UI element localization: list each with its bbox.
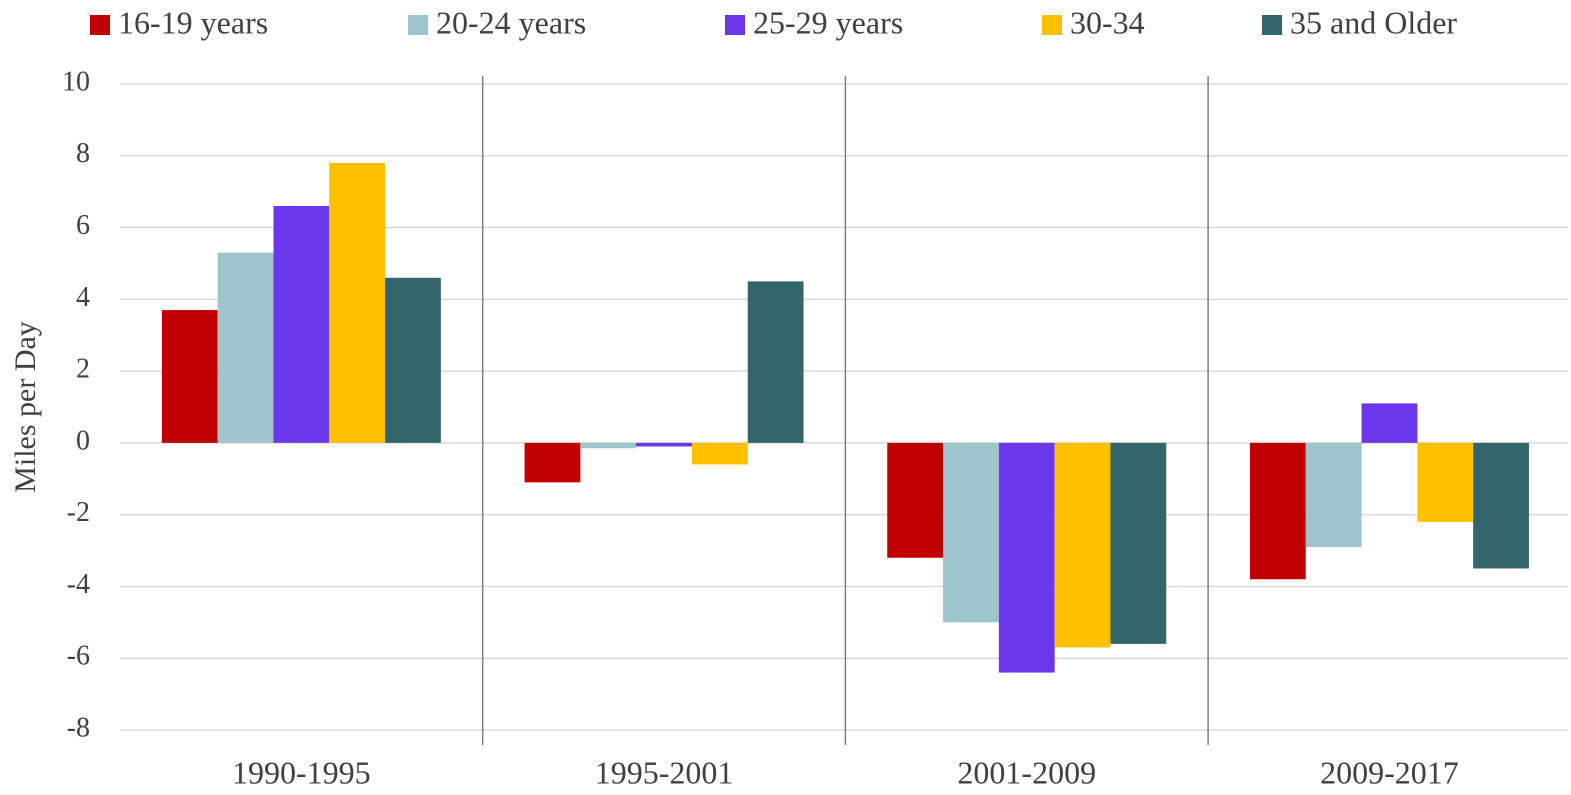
y-tick-label: -8 xyxy=(67,712,90,743)
bar xyxy=(217,252,274,443)
legend-swatch xyxy=(90,15,110,35)
legend-swatch xyxy=(725,15,745,35)
bar xyxy=(887,442,944,558)
legend-label: 25-29 years xyxy=(753,4,903,40)
bar xyxy=(1361,403,1418,443)
legend-label: 16-19 years xyxy=(118,4,268,40)
bar xyxy=(636,442,692,447)
x-tick-label: 1995-2001 xyxy=(595,754,734,790)
y-tick-label: 8 xyxy=(76,138,90,169)
legend-label: 20-24 years xyxy=(436,4,586,40)
y-tick-label: 2 xyxy=(76,354,90,385)
bar xyxy=(1305,442,1362,547)
y-axis-label: Miles per Day xyxy=(9,321,42,493)
bar xyxy=(329,162,386,443)
bar xyxy=(943,442,999,623)
bar xyxy=(385,277,441,443)
bar xyxy=(998,442,1055,673)
bar xyxy=(747,281,804,443)
bar xyxy=(1417,442,1474,522)
x-tick-label: 2009-2017 xyxy=(1320,754,1459,790)
x-tick-label: 2001-2009 xyxy=(957,754,1096,790)
bar xyxy=(1054,442,1111,648)
y-tick-label: 0 xyxy=(76,425,90,456)
y-tick-label: 10 xyxy=(62,66,90,97)
bar xyxy=(1473,442,1529,569)
bar xyxy=(1249,442,1306,580)
legend-label: 35 and Older xyxy=(1290,4,1457,40)
y-tick-label: 6 xyxy=(76,210,90,241)
bar xyxy=(1110,442,1167,644)
legend-swatch xyxy=(408,15,428,35)
bar xyxy=(524,442,581,483)
bar xyxy=(273,206,330,443)
x-tick-label: 1990-1995 xyxy=(232,754,371,790)
y-tick-label: -4 xyxy=(67,569,90,600)
bar xyxy=(580,442,637,449)
legend-swatch xyxy=(1262,15,1282,35)
legend-swatch xyxy=(1042,15,1062,35)
y-tick-label: 4 xyxy=(76,282,90,313)
y-tick-label: -2 xyxy=(67,497,90,528)
legend-label: 30-34 xyxy=(1070,4,1145,40)
y-tick-label: -6 xyxy=(67,641,90,672)
bar xyxy=(691,442,748,465)
bar xyxy=(161,310,218,443)
